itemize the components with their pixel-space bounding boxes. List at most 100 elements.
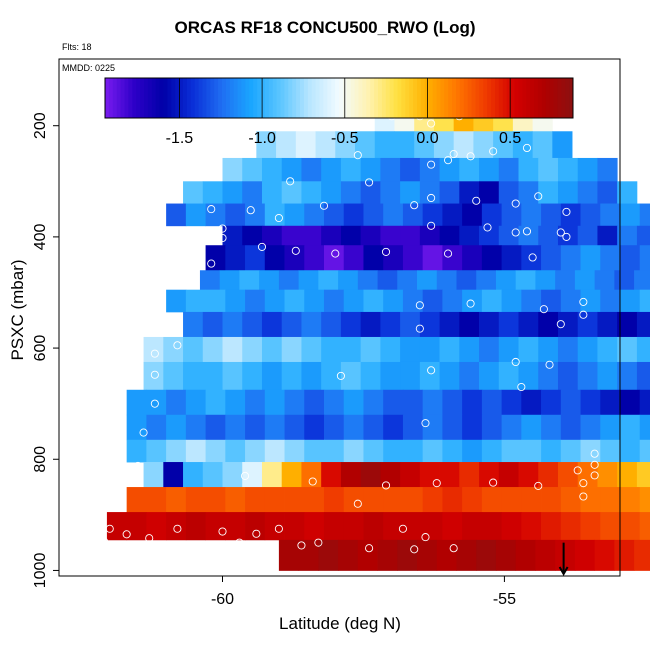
heatmap-cell xyxy=(202,336,223,363)
heatmap-cell xyxy=(620,245,641,271)
data-point-marker xyxy=(353,499,362,508)
heatmap-cell xyxy=(459,336,480,363)
heatmap-cell xyxy=(541,487,562,513)
data-point-marker xyxy=(381,247,391,256)
heatmap-cell xyxy=(360,157,381,182)
heatmap-cell xyxy=(521,414,542,441)
colorbar-swatch xyxy=(183,78,188,118)
data-point-marker xyxy=(449,544,458,553)
heatmap-cell xyxy=(363,203,384,227)
heatmap-cell xyxy=(433,131,455,159)
data-point-marker xyxy=(539,305,548,314)
data-point-marker xyxy=(336,371,345,380)
heatmap-cell xyxy=(225,512,246,541)
heatmap-cell xyxy=(377,270,398,291)
colorbar-swatch xyxy=(144,78,149,118)
heatmap-cell xyxy=(479,225,500,246)
data-point-marker xyxy=(427,221,436,230)
heatmap-cell xyxy=(318,539,339,571)
heatmap-cell xyxy=(481,203,502,227)
heatmap-cell xyxy=(343,487,364,513)
heatmap-cell xyxy=(281,181,302,204)
y-axis-label: PSXC (mbar) xyxy=(8,259,27,361)
flights-label: Flts: 18 xyxy=(62,42,92,52)
data-point-marker xyxy=(466,299,475,308)
heatmap-cell xyxy=(360,181,381,204)
heatmap-cell xyxy=(620,289,641,313)
colorbar-swatch xyxy=(268,78,274,118)
data-point-marker xyxy=(252,529,261,538)
heatmap-cell xyxy=(323,289,345,313)
heatmap-cell xyxy=(617,336,638,363)
colorbar-swatch xyxy=(190,78,196,118)
data-point-marker xyxy=(590,449,599,458)
heatmap-cell xyxy=(360,225,381,246)
heatmap-cell xyxy=(284,389,305,416)
heatmap-cell xyxy=(557,361,579,391)
heatmap-cell xyxy=(577,336,598,363)
heatmap-cell xyxy=(357,270,378,291)
heatmap-cell xyxy=(479,462,500,488)
heatmap-cell xyxy=(400,361,421,391)
heatmap-cell xyxy=(301,157,322,182)
data-point-marker xyxy=(522,227,532,236)
data-point-marker xyxy=(489,478,498,487)
heatmap-cell xyxy=(402,203,424,227)
heatmap-cell xyxy=(541,245,562,271)
y-tick-label: 800 xyxy=(32,446,49,473)
heatmap-cell xyxy=(557,181,579,204)
heatmap-cell xyxy=(363,414,384,441)
heatmap-cell xyxy=(501,245,522,271)
data-point-marker xyxy=(427,160,436,169)
colorbar-swatch xyxy=(147,78,153,118)
data-point-marker xyxy=(218,527,227,536)
y-tick-label: 400 xyxy=(32,223,49,250)
heatmap-cell xyxy=(541,414,562,441)
data-point-marker xyxy=(522,143,532,152)
heatmap-cell xyxy=(639,245,650,271)
heatmap-cell xyxy=(541,203,562,227)
heatmap-cell xyxy=(360,462,381,488)
data-point-marker xyxy=(246,206,255,215)
heatmap-cell xyxy=(360,336,381,363)
heatmap-cell xyxy=(400,181,421,204)
heatmap-cell xyxy=(600,487,621,513)
colorbar-swatch xyxy=(276,78,281,118)
data-point-marker xyxy=(274,213,283,223)
heatmap-cell xyxy=(422,414,443,441)
colorbar-swatch xyxy=(506,78,512,118)
heatmap-cell xyxy=(264,512,285,541)
colorbar-swatch xyxy=(167,78,172,118)
heatmap-cell xyxy=(436,270,457,291)
heatmap-cell xyxy=(219,270,240,291)
colorbar-swatch xyxy=(405,78,410,118)
heatmap-cell xyxy=(343,245,364,271)
heatmap-cell xyxy=(639,289,650,313)
data-point-marker xyxy=(274,524,283,533)
colorbar-swatch xyxy=(557,78,562,118)
heatmap-cell xyxy=(462,203,483,227)
heatmap-cell xyxy=(402,512,424,541)
heatmap-cell xyxy=(422,289,443,313)
colorbar-swatch xyxy=(537,78,543,118)
x-axis: -60 -55 xyxy=(211,576,516,608)
colorbar-swatch xyxy=(284,78,289,118)
colorbar-swatch xyxy=(292,78,297,118)
heatmap-cell xyxy=(600,439,621,463)
colorbar-swatch xyxy=(163,78,168,118)
heatmap-cell xyxy=(222,181,243,204)
heatmap-cell xyxy=(400,225,421,246)
heatmap-cell xyxy=(560,487,581,513)
heatmap-cell xyxy=(225,289,246,313)
heatmap-cell xyxy=(242,225,263,246)
heatmap-cell xyxy=(521,439,542,463)
colorbar-swatch xyxy=(245,78,250,118)
colorbar-swatch xyxy=(436,78,441,118)
heatmap-cell xyxy=(363,245,384,271)
heatmap-cell xyxy=(281,225,302,246)
heatmap-cell xyxy=(323,389,345,416)
heatmap-cell xyxy=(498,181,519,204)
heatmap-cell xyxy=(126,414,147,441)
heatmap-cell xyxy=(261,157,283,182)
plot-frame xyxy=(58,58,621,577)
